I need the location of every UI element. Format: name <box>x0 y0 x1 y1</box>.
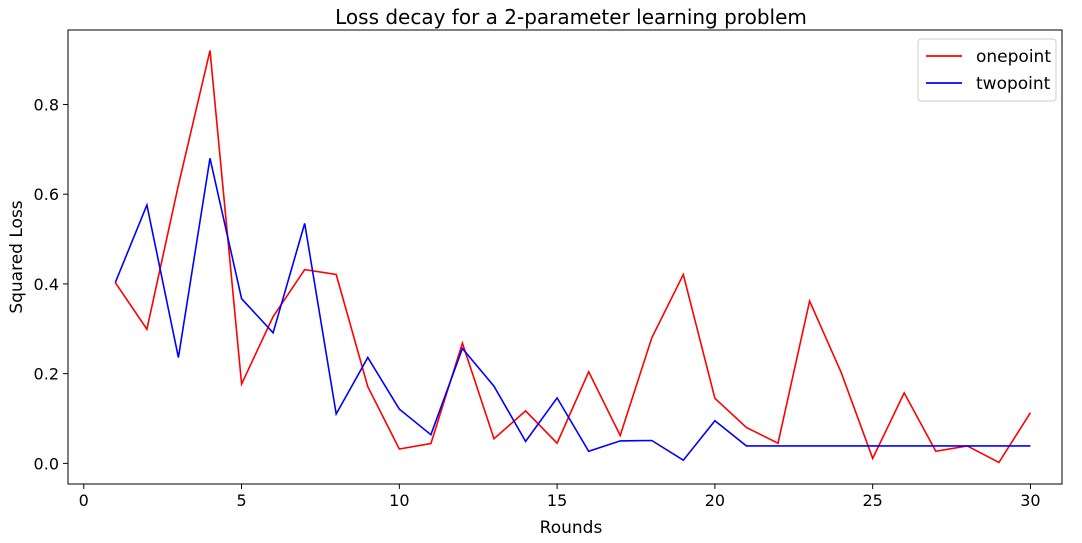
plot-frame <box>67 29 1063 485</box>
chart-title: Loss decay for a 2-parameter learning pr… <box>335 5 807 29</box>
legend-label-onepoint: onepoint <box>976 47 1051 67</box>
x-tick-label: 20 <box>705 491 725 510</box>
x-axis: 0 5 10 15 20 25 30 <box>79 484 1041 510</box>
x-axis-title: Rounds <box>540 518 603 538</box>
legend-label-twopoint: twopoint <box>976 74 1051 94</box>
series-line-twopoint <box>114 158 1031 462</box>
x-tick-label: 0 <box>79 491 89 510</box>
legend: onepoint twopoint <box>917 38 1057 102</box>
x-tick-label: 5 <box>236 491 246 510</box>
y-tick-label: 0.4 <box>34 275 59 294</box>
series-line-onepoint <box>114 50 1032 464</box>
y-tick-label: 0.2 <box>34 365 59 384</box>
y-tick-label: 0.6 <box>34 185 59 204</box>
y-axis-title: Squared Loss <box>7 200 27 313</box>
legend-box <box>917 38 1057 102</box>
x-tick-label: 30 <box>1020 491 1040 510</box>
x-tick-label: 15 <box>547 491 567 510</box>
x-tick-label: 10 <box>389 491 409 510</box>
y-tick-label: 0.0 <box>34 454 59 473</box>
y-axis: 0.0 0.2 0.4 0.6 0.8 <box>34 95 68 473</box>
y-tick-label: 0.8 <box>34 95 59 114</box>
x-tick-label: 25 <box>862 491 882 510</box>
series-lines <box>114 50 1032 464</box>
